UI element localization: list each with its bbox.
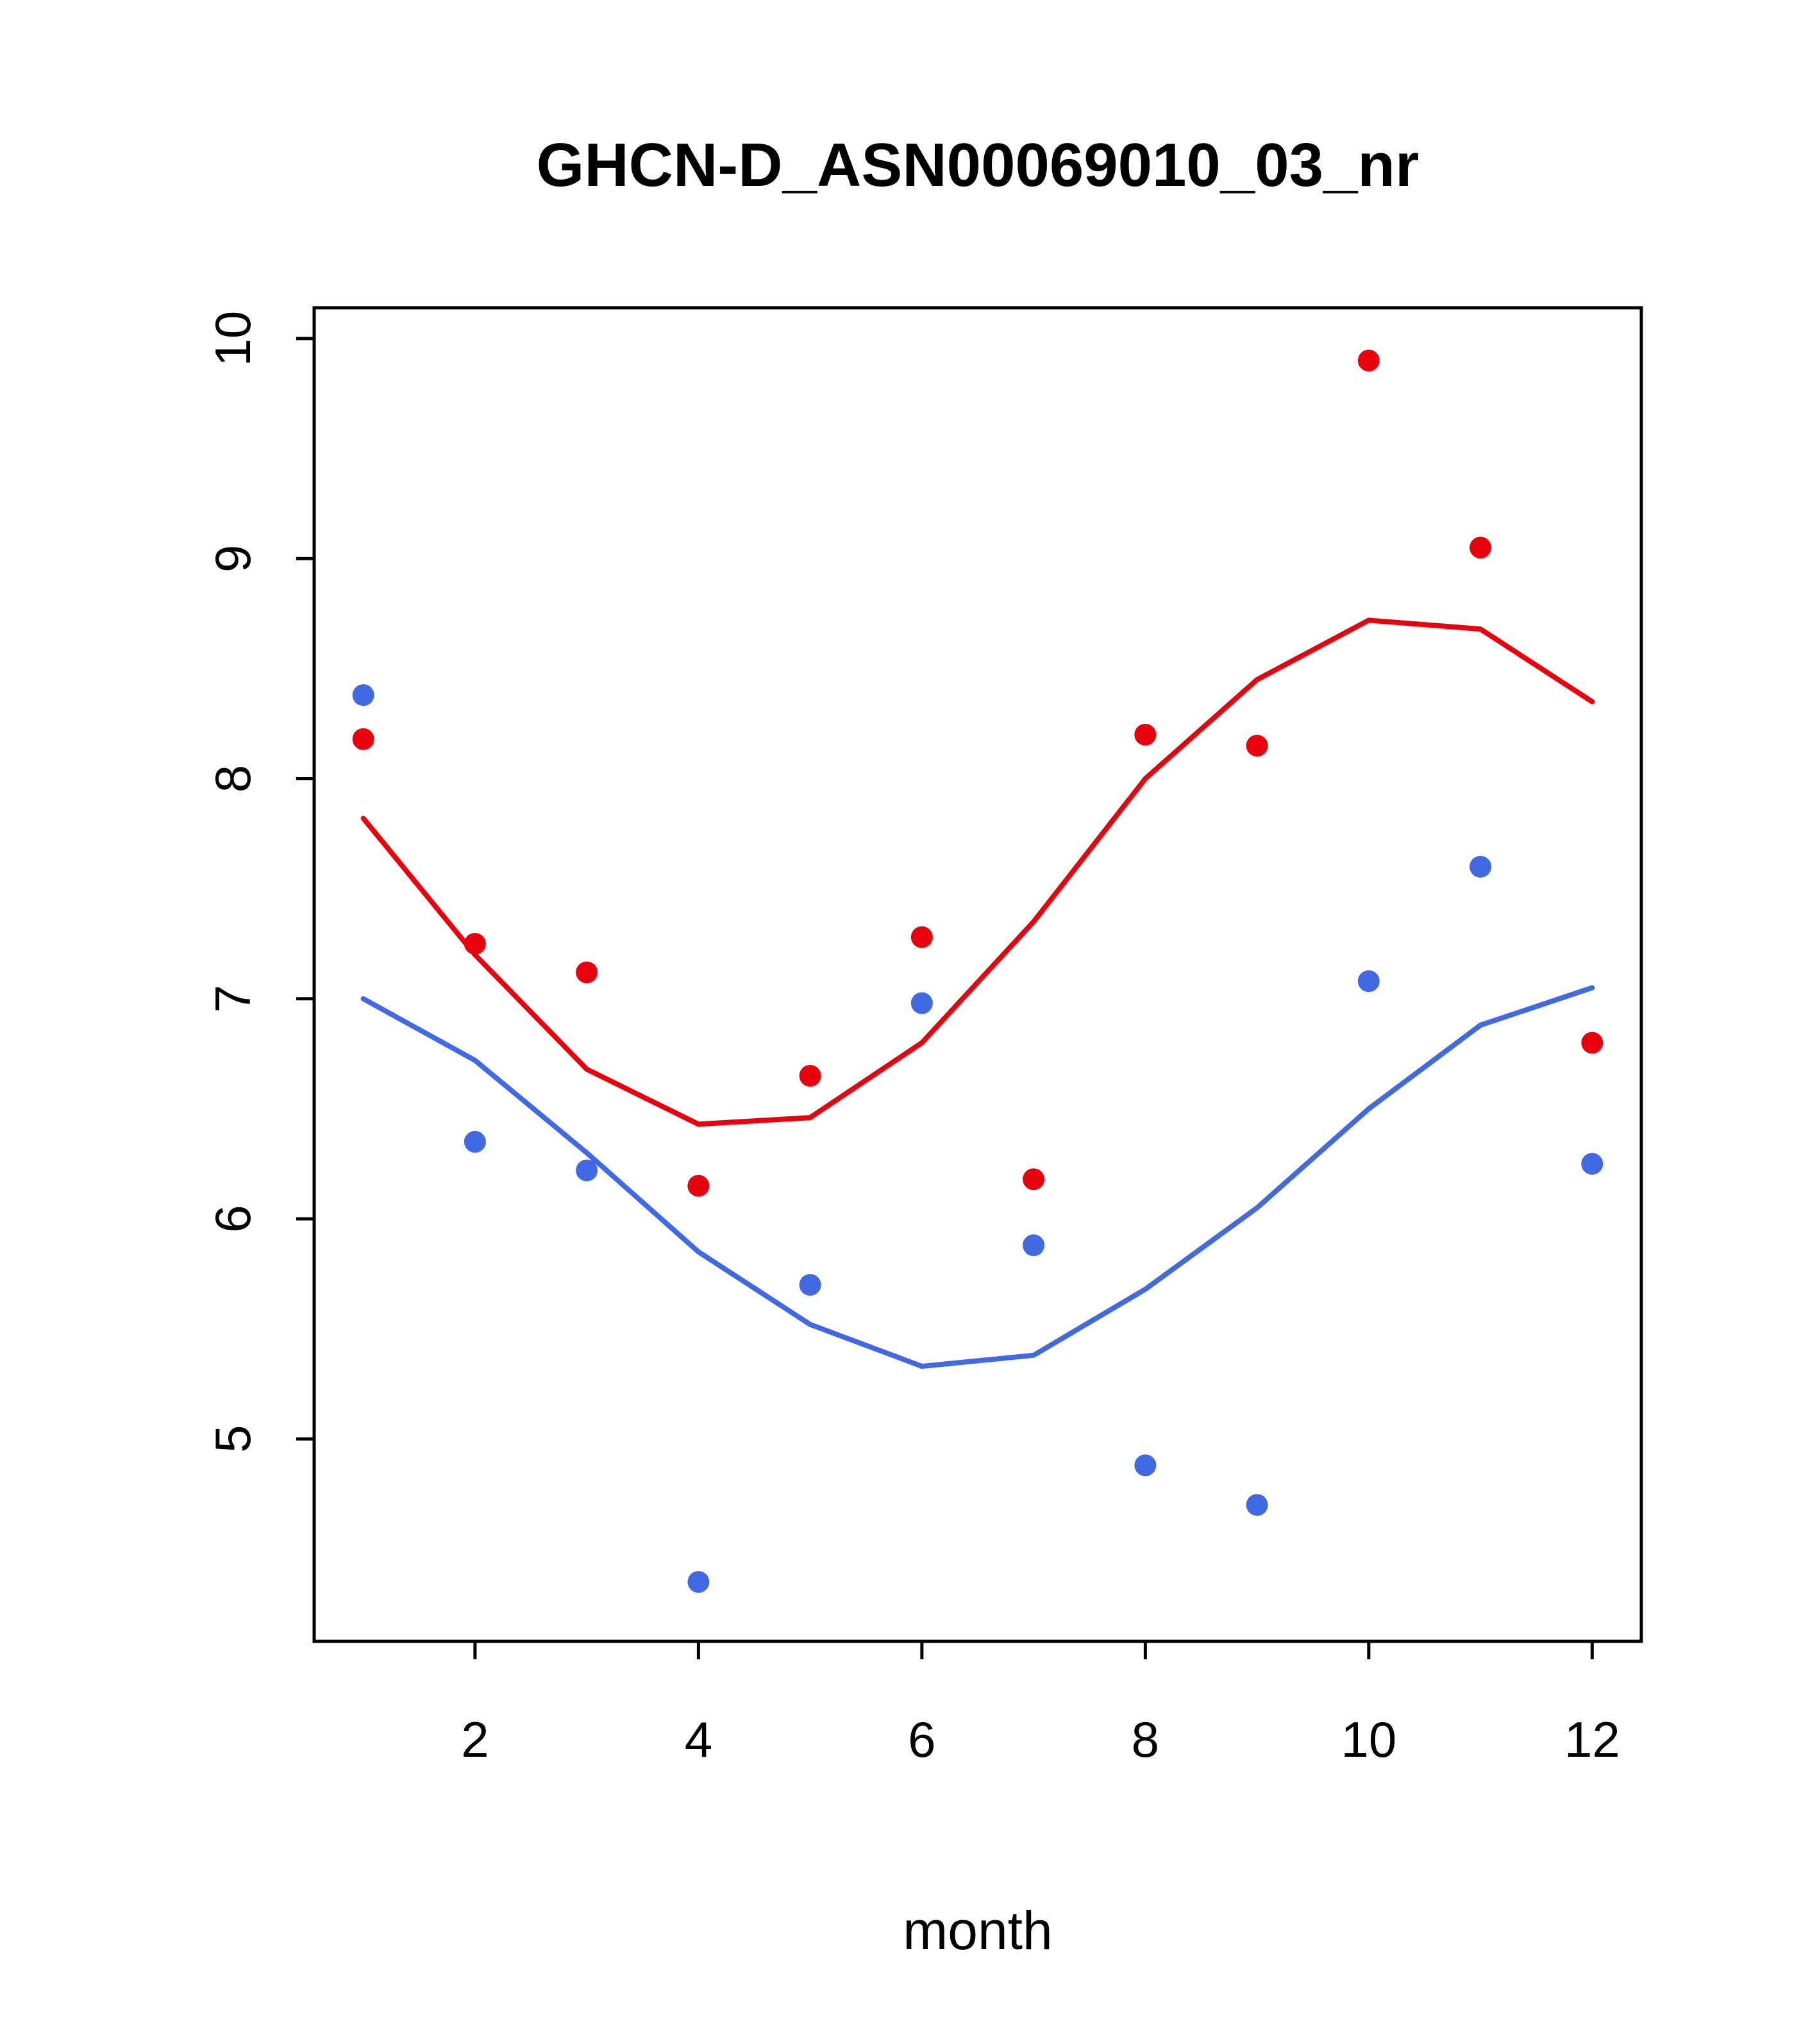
y-tick-label: 6 xyxy=(205,1205,261,1232)
red-smooth-line xyxy=(360,617,1595,1127)
blue-points-marker xyxy=(1357,970,1380,993)
x-tick-label: 12 xyxy=(1564,1711,1620,1768)
y-tick-label: 9 xyxy=(205,545,261,573)
blue-points-marker xyxy=(1470,855,1492,878)
red-points-marker xyxy=(910,926,933,948)
blue-points-marker xyxy=(687,1571,710,1593)
chart-title: GHCN-D_ASN00069010_03_nr xyxy=(537,131,1419,199)
blue-points-marker xyxy=(1023,1234,1045,1257)
red-points-marker xyxy=(1023,1168,1045,1191)
blue-points-marker xyxy=(799,1273,821,1296)
y-tick-label: 10 xyxy=(205,311,261,367)
blue-points-marker xyxy=(1246,1494,1268,1516)
red-points-marker xyxy=(799,1064,821,1087)
y-tick-label: 7 xyxy=(205,985,261,1012)
red-points-marker xyxy=(1246,735,1268,757)
red-points-marker xyxy=(1134,723,1157,746)
x-tick-label: 2 xyxy=(461,1711,489,1768)
plot-box xyxy=(312,306,1643,1643)
blue-points-marker xyxy=(576,1159,598,1182)
x-tick-label: 10 xyxy=(1341,1711,1396,1768)
red-points-marker xyxy=(1357,349,1380,372)
blue-points-marker xyxy=(464,1130,486,1153)
blue-points-marker xyxy=(1581,1153,1603,1175)
blue-points-marker xyxy=(1134,1454,1157,1477)
y-tick-label: 5 xyxy=(205,1425,261,1453)
blue-points-marker xyxy=(352,684,374,707)
y-tick-label: 8 xyxy=(205,765,261,792)
x-tick-label: 8 xyxy=(1132,1711,1159,1768)
blue-smooth-line xyxy=(360,985,1595,1369)
x-axis-label: month xyxy=(903,1900,1052,1961)
plot-area: 2 4 6 8 10 12 5 6 7 8 9 10 xyxy=(205,306,1643,1768)
x-tick-label: 6 xyxy=(908,1711,935,1768)
blue-points-marker xyxy=(910,992,933,1014)
red-points-marker xyxy=(576,961,598,984)
red-points-marker xyxy=(464,932,486,955)
red-points-marker xyxy=(352,728,374,750)
red-points-marker xyxy=(687,1175,710,1197)
x-tick-label: 4 xyxy=(685,1711,712,1768)
red-points-marker xyxy=(1470,537,1492,559)
red-points-marker xyxy=(1581,1032,1603,1054)
